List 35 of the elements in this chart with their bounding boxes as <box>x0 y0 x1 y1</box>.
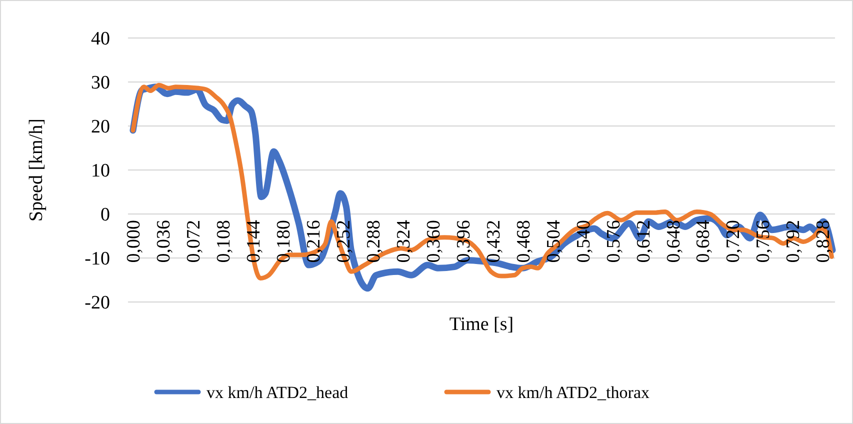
x-tick-label: 0,612 <box>633 220 654 263</box>
legend-label: vx km/h ATD2_head <box>206 382 349 402</box>
x-tick-label: 0,648 <box>663 220 684 263</box>
x-tick-label: 0,360 <box>423 220 444 263</box>
x-tick-label: 0,072 <box>184 220 205 263</box>
y-tick-label: -10 <box>84 248 110 270</box>
x-tick-label: 0,504 <box>543 220 564 263</box>
x-tick-label: 0,684 <box>693 220 714 263</box>
y-tick-label: 30 <box>91 72 110 94</box>
x-tick-label: 0,468 <box>513 220 534 263</box>
x-tick-label: 0,144 <box>244 220 265 263</box>
x-tick-label: 0,252 <box>334 220 354 263</box>
x-tick-label: 0,828 <box>813 220 834 263</box>
x-tick-label: 0,540 <box>573 220 594 263</box>
x-tick-label: 0,432 <box>483 220 504 263</box>
y-tick-label: 10 <box>91 160 110 182</box>
x-tick-label: 0,216 <box>304 220 325 263</box>
x-tick-label: 0,180 <box>274 220 295 263</box>
y-axis-title: Speed [km/h] <box>26 118 47 222</box>
x-tick-label: 0,396 <box>453 220 474 263</box>
y-tick-label: 20 <box>91 116 110 138</box>
legend-label: vx km/h ATD2_thorax <box>496 382 650 402</box>
y-tick-label: -20 <box>84 292 110 314</box>
x-tick-label: 0,756 <box>753 220 774 263</box>
x-tick-label: 0,288 <box>363 220 384 263</box>
x-tick-label: 0,108 <box>214 220 235 263</box>
x-tick-label: 0,792 <box>783 220 804 263</box>
y-tick-label: 0 <box>100 204 110 226</box>
x-tick-label: 0,576 <box>603 220 624 263</box>
x-tick-label: 0,036 <box>154 220 175 263</box>
x-tick-label: 0,324 <box>393 220 414 263</box>
x-tick-label: 0,720 <box>723 220 744 263</box>
x-tick-label: 0,000 <box>124 220 145 263</box>
y-tick-label: 40 <box>91 28 110 50</box>
x-axis-title: Time [s] <box>449 314 514 335</box>
